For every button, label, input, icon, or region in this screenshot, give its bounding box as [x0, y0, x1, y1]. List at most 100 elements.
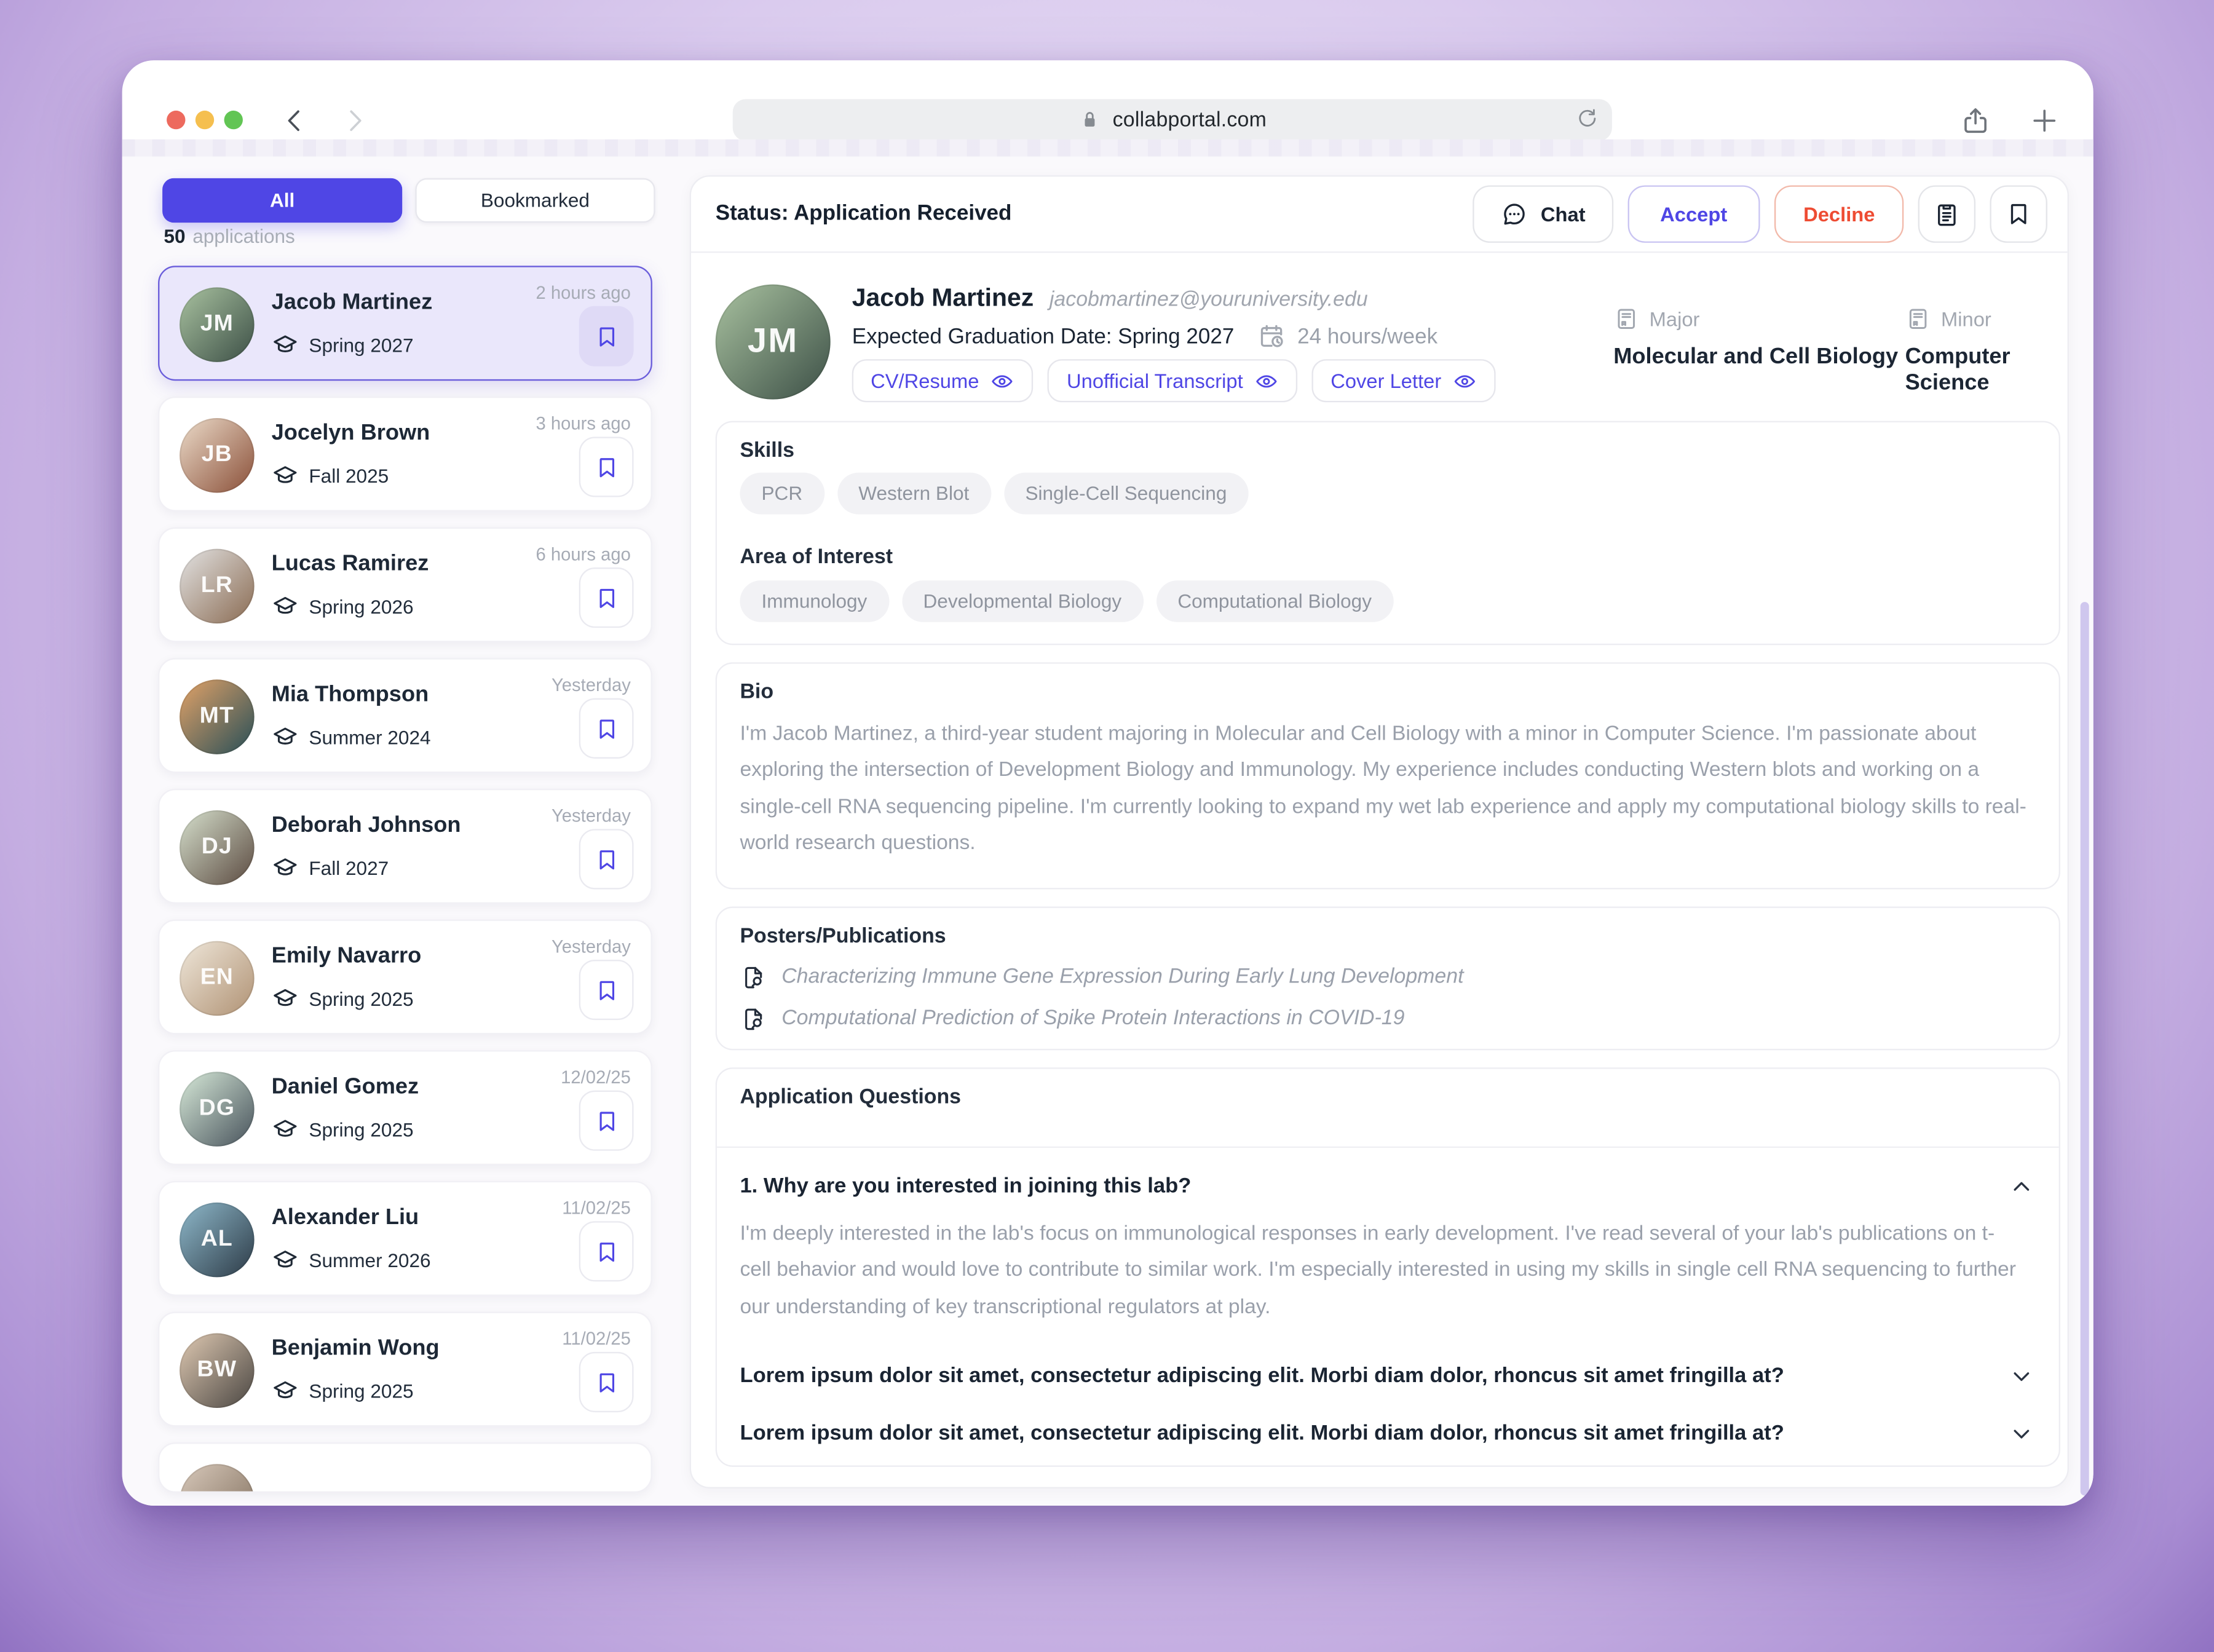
bookmark-icon	[593, 1107, 620, 1134]
divider	[717, 1146, 2059, 1148]
applicant-avatar: BW	[180, 1333, 255, 1409]
chat-bubble-icon	[1500, 200, 1529, 229]
applicant-card[interactable]: JB Jocelyn Brown Fall 2025 3 hours ago	[158, 396, 652, 512]
bookmark-button[interactable]	[579, 1351, 634, 1413]
applicant-list: JM Jacob Martinez Spring 2027 2 hours ag…	[158, 266, 655, 1506]
publication-title: Computational Prediction of Spike Protei…	[781, 1007, 1405, 1030]
notes-button[interactable]	[1918, 185, 1976, 243]
url-text: collabportal.com	[1112, 108, 1267, 132]
browser-toolbar: collabportal.com	[122, 60, 2093, 141]
graduation-cap-icon	[272, 1247, 299, 1274]
chevron-up-icon[interactable]	[2007, 1172, 2036, 1201]
applicant-avatar: EN	[180, 941, 255, 1016]
bookmark-button[interactable]	[579, 306, 634, 366]
action-buttons: Chat Accept Decline	[1473, 185, 2047, 243]
back-icon	[279, 105, 310, 136]
bookmark-button[interactable]	[579, 437, 634, 497]
tag-pill: Developmental Biology	[901, 580, 1144, 622]
new-tab-icon	[2029, 105, 2060, 136]
question-title: Lorem ipsum dolor sit amet, consectetur …	[740, 1364, 1784, 1388]
clipboard-icon	[1932, 200, 1961, 229]
tab-bookmarked[interactable]: Bookmarked	[415, 178, 655, 223]
tag-pill: Single-Cell Sequencing	[1003, 472, 1249, 515]
applicants-sidebar: All Bookmarked 50 applications JM Jacob M…	[158, 157, 658, 1506]
applicant-term: Fall 2025	[272, 462, 389, 489]
bookmark-button[interactable]	[579, 829, 634, 890]
reload-button[interactable]	[1573, 106, 1599, 132]
chevron-down-icon[interactable]	[2007, 1362, 2036, 1391]
status-text: Status: Application Received	[715, 201, 1012, 226]
applicant-card[interactable]: DG Daniel Gomez Spring 2025 12/02/25	[158, 1050, 652, 1166]
applicant-card[interactable]: BW Benjamin Wong Spring 2025 11/02/25	[158, 1311, 652, 1427]
question-row[interactable]: 1. Why are you interested in joining thi…	[740, 1161, 2036, 1212]
applicant-card[interactable]: JM Jacob Martinez Spring 2027 2 hours ag…	[158, 266, 652, 381]
bookmark-icon	[2004, 200, 2033, 229]
bookmark-button[interactable]	[579, 1090, 634, 1151]
applicant-timestamp: Yesterday	[552, 675, 631, 696]
applicant-profile-avatar: JM	[715, 284, 831, 400]
publication-item[interactable]: Computational Prediction of Spike Protei…	[740, 1002, 1404, 1036]
applicant-term: Spring 2025	[272, 1116, 414, 1144]
applicant-avatar: AL	[180, 1202, 255, 1278]
new-tab-button[interactable]	[2029, 105, 2060, 136]
application-detail-panel: Status: Application Received Chat Accept…	[689, 175, 2069, 1488]
bookmark-icon	[593, 1238, 620, 1265]
back-button[interactable]	[279, 105, 310, 136]
graduation-date: Expected Graduation Date: Spring 2027	[852, 323, 1235, 349]
forward-button[interactable]	[339, 105, 370, 136]
share-button[interactable]	[1959, 105, 1991, 136]
question-title: Lorem ipsum dolor sit amet, consectetur …	[740, 1422, 1784, 1445]
traffic-light-minimize-button[interactable]	[194, 110, 214, 130]
question-row[interactable]: Lorem ipsum dolor sit amet, consectetur …	[740, 1351, 2036, 1402]
forward-icon	[339, 105, 370, 136]
bookmark-button[interactable]	[579, 1221, 634, 1282]
profile-name-row: Jacob Martinez jacobmartinez@yourunivers…	[852, 283, 1368, 313]
book-icon	[1905, 306, 1931, 332]
bookmark-icon	[593, 715, 620, 742]
scrollbar-thumb[interactable]	[2080, 602, 2089, 1496]
url-bar[interactable]: collabportal.com	[732, 99, 1612, 141]
chat-button[interactable]: Chat	[1473, 185, 1613, 243]
toolbar-divider-band	[122, 139, 2093, 157]
question-row[interactable]: Lorem ipsum dolor sit amet, consectetur …	[740, 1408, 2036, 1460]
decline-button[interactable]: Decline	[1774, 185, 1904, 243]
document-chip[interactable]: Unofficial Transcript	[1048, 359, 1298, 403]
interests-title: Area of Interest	[740, 545, 893, 569]
applications-count: 50 applications	[164, 225, 295, 247]
bookmark-button[interactable]	[579, 959, 634, 1021]
major-label: Major	[1649, 307, 1700, 331]
applicant-card[interactable]: LR Lucas Ramirez Spring 2026 6 hours ago	[158, 527, 652, 642]
interest-pills: Immunology Developmental Biology Computati…	[740, 580, 1394, 622]
graduation-cap-icon	[272, 462, 299, 489]
bookmark-button[interactable]	[579, 567, 634, 628]
eye-icon	[990, 368, 1015, 393]
applicant-card[interactable]	[158, 1442, 652, 1493]
traffic-light-close-button[interactable]	[165, 110, 185, 130]
chevron-down-icon[interactable]	[2007, 1420, 2036, 1448]
applicant-name: Lucas Ramirez	[271, 551, 429, 577]
applicant-avatar: JM	[180, 287, 255, 362]
traffic-light-zoom-button[interactable]	[223, 110, 242, 130]
applicant-term: Fall 2027	[272, 855, 389, 882]
bookmark-icon	[593, 453, 620, 480]
bookmark-header-button[interactable]	[1990, 185, 2047, 243]
minor-column: Minor Computer Science	[1905, 306, 2068, 397]
question-answer: I'm deeply interested in the lab's focus…	[740, 1222, 2016, 1319]
minor-label: Minor	[1941, 307, 1991, 331]
accept-button[interactable]: Accept	[1627, 185, 1761, 243]
document-chip[interactable]: Cover Letter	[1311, 359, 1496, 403]
applicant-card[interactable]: AL Alexander Liu Summer 2026 11/02/25	[158, 1180, 652, 1296]
tag-pill: PCR	[740, 472, 824, 515]
applicant-card[interactable]: MT Mia Thompson Summer 2024 Yesterday	[158, 658, 652, 773]
major-column: Major Molecular and Cell Biology	[1613, 306, 1898, 371]
tab-all[interactable]: All	[162, 178, 403, 223]
applicant-card[interactable]: DJ Deborah Johnson Fall 2027 Yesterday	[158, 788, 652, 904]
applicant-term: Spring 2027	[272, 332, 414, 359]
bookmark-button[interactable]	[579, 698, 634, 759]
reload-icon	[1574, 106, 1599, 131]
applicant-card[interactable]: EN Emily Navarro Spring 2025 Yesterday	[158, 919, 652, 1035]
publication-item[interactable]: Characterizing Immune Gene Expression Du…	[740, 960, 1464, 994]
applicant-avatar: LR	[180, 548, 255, 624]
major-value: Molecular and Cell Biology	[1613, 344, 1899, 370]
document-chip[interactable]: CV/Resume	[852, 359, 1034, 403]
